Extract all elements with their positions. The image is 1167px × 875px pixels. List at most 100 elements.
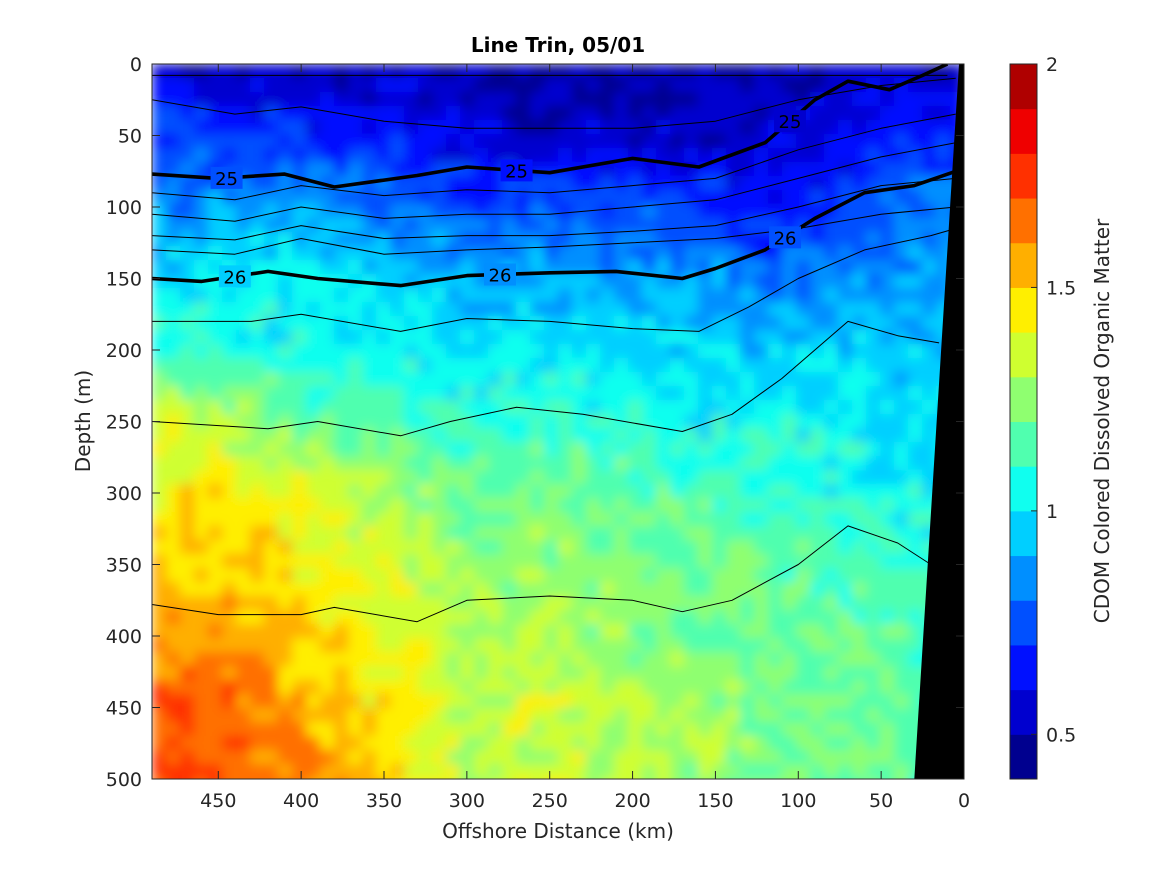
field-cell bbox=[726, 442, 741, 457]
field-cell bbox=[306, 162, 321, 177]
field-cell bbox=[796, 736, 811, 751]
field-cell bbox=[502, 666, 517, 681]
field-cell bbox=[866, 638, 881, 653]
field-cell bbox=[348, 778, 363, 779]
field-cell bbox=[782, 708, 797, 723]
field-cell bbox=[418, 680, 433, 695]
field-cell bbox=[866, 652, 881, 667]
field-cell bbox=[740, 358, 755, 373]
field-cell bbox=[474, 344, 489, 359]
field-cell bbox=[348, 148, 363, 163]
field-cell bbox=[558, 484, 573, 499]
field-cell bbox=[362, 148, 377, 163]
field-cell bbox=[628, 512, 643, 527]
field-cell bbox=[908, 484, 923, 499]
x-tick-label: 400 bbox=[283, 790, 319, 812]
field-cell bbox=[698, 596, 713, 611]
field-cell bbox=[670, 64, 685, 79]
field-cell bbox=[166, 372, 181, 387]
field-cell bbox=[376, 540, 391, 555]
field-cell bbox=[852, 456, 867, 471]
field-cell bbox=[838, 330, 853, 345]
field-cell bbox=[348, 540, 363, 555]
field-cell bbox=[306, 344, 321, 359]
field-cell bbox=[418, 204, 433, 219]
field-cell bbox=[544, 624, 559, 639]
field-cell bbox=[404, 624, 419, 639]
field-cell bbox=[432, 708, 447, 723]
field-cell bbox=[390, 722, 405, 737]
field-cell bbox=[502, 106, 517, 121]
field-cell bbox=[320, 330, 335, 345]
field-cell bbox=[320, 358, 335, 373]
field-cell bbox=[292, 134, 307, 149]
field-cell bbox=[922, 302, 937, 317]
field-cell bbox=[670, 316, 685, 331]
field-cell bbox=[656, 568, 671, 583]
field-cell bbox=[250, 470, 265, 485]
field-cell bbox=[390, 162, 405, 177]
field-cell bbox=[488, 680, 503, 695]
field-cell bbox=[166, 554, 181, 569]
field-cell bbox=[180, 176, 195, 191]
field-cell bbox=[740, 582, 755, 597]
field-cell bbox=[796, 652, 811, 667]
field-cell bbox=[348, 120, 363, 135]
field-cell bbox=[474, 484, 489, 499]
field-cell bbox=[166, 386, 181, 401]
field-cell bbox=[796, 330, 811, 345]
field-cell bbox=[334, 204, 349, 219]
field-cell bbox=[460, 750, 475, 765]
field-cell bbox=[194, 484, 209, 499]
field-cell bbox=[516, 638, 531, 653]
field-cell bbox=[768, 302, 783, 317]
field-cell bbox=[922, 386, 937, 401]
field-cell bbox=[166, 582, 181, 597]
field-cell bbox=[376, 120, 391, 135]
field-cell bbox=[558, 190, 573, 205]
field-cell bbox=[460, 246, 475, 261]
field-cell bbox=[642, 624, 657, 639]
field-cell bbox=[628, 120, 643, 135]
field-cell bbox=[880, 316, 895, 331]
field-cell bbox=[306, 750, 321, 765]
field-cell bbox=[502, 694, 517, 709]
field-cell bbox=[194, 694, 209, 709]
field-cell bbox=[292, 652, 307, 667]
field-cell bbox=[446, 610, 461, 625]
field-cell bbox=[222, 764, 237, 779]
field-cell bbox=[866, 218, 881, 233]
field-cell bbox=[698, 736, 713, 751]
field-cell bbox=[334, 610, 349, 625]
field-cell bbox=[558, 680, 573, 695]
field-cell bbox=[740, 106, 755, 121]
field-cell bbox=[740, 260, 755, 275]
field-cell bbox=[810, 176, 825, 191]
field-cell bbox=[642, 498, 657, 513]
field-cell bbox=[670, 778, 685, 779]
field-cell bbox=[432, 778, 447, 779]
field-cell bbox=[208, 470, 223, 485]
colorbar-segment bbox=[1010, 332, 1037, 378]
field-cell bbox=[544, 372, 559, 387]
field-cell bbox=[614, 750, 629, 765]
field-cell bbox=[572, 470, 587, 485]
colorbar-segment bbox=[1010, 376, 1037, 422]
field-cell bbox=[824, 778, 839, 779]
field-cell bbox=[516, 330, 531, 345]
field-cell bbox=[208, 414, 223, 429]
field-cell bbox=[516, 610, 531, 625]
field-cell bbox=[698, 176, 713, 191]
field-cell bbox=[222, 456, 237, 471]
field-cell bbox=[894, 624, 909, 639]
field-cell bbox=[208, 680, 223, 695]
field-cell bbox=[166, 316, 181, 331]
field-cell bbox=[334, 568, 349, 583]
field-cell bbox=[852, 568, 867, 583]
field-cell bbox=[684, 148, 699, 163]
field-cell bbox=[516, 92, 531, 107]
field-cell bbox=[866, 162, 881, 177]
field-cell bbox=[502, 386, 517, 401]
field-cell bbox=[852, 596, 867, 611]
field-cell bbox=[390, 316, 405, 331]
